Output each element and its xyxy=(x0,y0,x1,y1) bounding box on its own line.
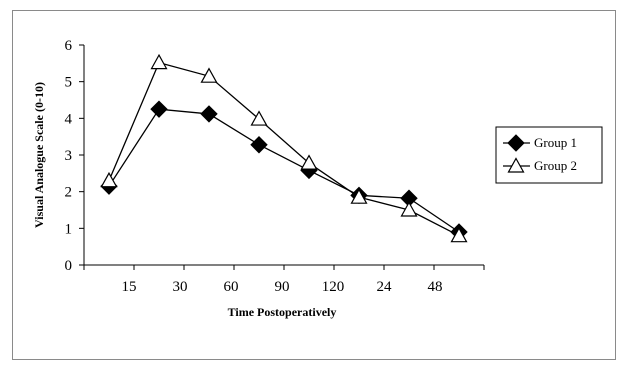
data-point-series-2 xyxy=(100,171,118,188)
series-line-1 xyxy=(108,108,460,233)
data-point-series-2 xyxy=(250,110,268,126)
data-point-series-2 xyxy=(400,201,418,217)
x-tick-label: 48 xyxy=(428,279,443,295)
y-tick-label: 0 xyxy=(65,258,73,274)
legend: Group 1 Group 2 xyxy=(495,126,603,184)
y-tick-label: 5 xyxy=(65,75,73,91)
data-point-series-2 xyxy=(350,188,368,204)
data-point-series-2 xyxy=(300,154,318,170)
series-line-2 xyxy=(108,61,460,237)
x-tick-labels: 15 30 60 90 120 24 48 xyxy=(122,279,443,295)
data-point-series-1 xyxy=(250,136,268,154)
series-markers xyxy=(100,53,468,243)
legend-label-1: Group 1 xyxy=(534,135,577,150)
legend-marker-2 xyxy=(507,157,525,173)
data-point-series-2 xyxy=(200,67,218,83)
y-tick-label: 2 xyxy=(65,185,73,201)
y-axis-title: Visual Analogue Scale (0-10) xyxy=(32,82,46,228)
x-tick-label: 120 xyxy=(322,279,345,295)
legend-label-2: Group 2 xyxy=(534,158,577,173)
chart-axes xyxy=(79,44,485,270)
x-tick-label: 15 xyxy=(122,279,137,295)
legend-marker-1 xyxy=(507,134,525,152)
x-tick-label: 90 xyxy=(275,279,290,295)
data-point-series-1 xyxy=(150,100,168,118)
x-tick-label: 60 xyxy=(224,279,239,295)
x-tick-label: 24 xyxy=(377,279,393,295)
y-tick-label: 3 xyxy=(65,148,73,164)
y-tick-label: 6 xyxy=(65,38,73,54)
series-lines xyxy=(108,61,460,237)
data-point-series-1 xyxy=(200,105,218,123)
x-tick-label: 30 xyxy=(173,279,188,295)
y-tick-label: 1 xyxy=(65,221,73,237)
y-tick-label: 4 xyxy=(65,111,73,127)
y-tick-labels: 0 1 2 3 4 5 6 xyxy=(65,38,73,274)
data-point-series-2 xyxy=(150,53,168,70)
legend-box xyxy=(495,126,603,184)
x-axis-title: Time Postoperatively xyxy=(228,305,337,319)
data-point-series-2 xyxy=(450,226,468,243)
